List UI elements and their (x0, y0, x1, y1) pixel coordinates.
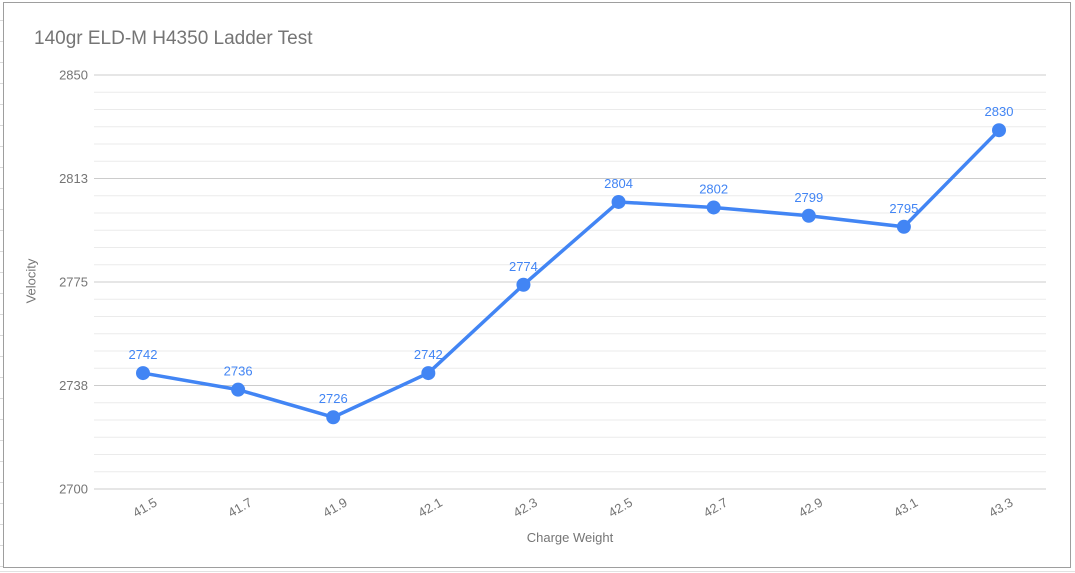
chart-object[interactable]: 140gr ELD-M H4350 Ladder Test Velocity C… (3, 2, 1071, 568)
data-point-label: 2795 (889, 201, 918, 216)
x-tick-label: 42.1 (415, 495, 444, 521)
chart-canvas: 2850 2813 2775 2738 2700 41.5 41.7 41.9 42.1 42.3… (59, 68, 1046, 521)
x-tick-label: 42.7 (701, 495, 730, 521)
data-point (992, 123, 1006, 138)
y-tick-label: 2738 (59, 378, 88, 393)
spreadsheet-gridline (0, 571, 1075, 572)
data-point-label: 2742 (129, 347, 158, 362)
spreadsheet-row-gridlines (0, 0, 3, 569)
x-axis-title: Charge Weight (526, 530, 614, 545)
x-tick-label: 42.5 (606, 495, 635, 521)
data-point-label: 2726 (319, 391, 348, 406)
data-point (801, 208, 816, 223)
series-line (141, 128, 1001, 419)
y-tick-label: 2775 (59, 275, 88, 290)
x-tick-label: 42.3 (511, 495, 540, 521)
x-tick-label: 42.9 (796, 495, 825, 521)
data-point-label: 2804 (604, 176, 633, 191)
data-point (611, 194, 626, 209)
data-point (516, 277, 531, 292)
data-point (706, 200, 721, 215)
data-point (326, 410, 341, 425)
data-point (896, 219, 911, 234)
x-tick-label: 41.9 (320, 495, 349, 521)
data-point-label: 2799 (794, 190, 823, 205)
data-point-label: 2742 (414, 347, 443, 362)
x-tick-label: 41.7 (225, 495, 254, 521)
y-tick-label: 2813 (59, 171, 88, 186)
x-tick-label: 43.1 (891, 495, 920, 521)
x-tick-label: 41.5 (130, 495, 159, 521)
data-point (136, 366, 150, 381)
y-tick-label: 2700 (59, 482, 88, 497)
data-point (231, 382, 246, 397)
data-point-label: 2736 (224, 364, 253, 379)
y-tick-label: 2850 (59, 68, 88, 83)
data-point-label: 2802 (699, 181, 728, 196)
data-point-label: 2830 (985, 104, 1014, 119)
data-point-label: 2774 (509, 259, 538, 274)
chart-title: 140gr ELD-M H4350 Ladder Test (34, 28, 313, 49)
data-point (421, 366, 436, 381)
x-tick-label: 43.3 (986, 495, 1015, 521)
